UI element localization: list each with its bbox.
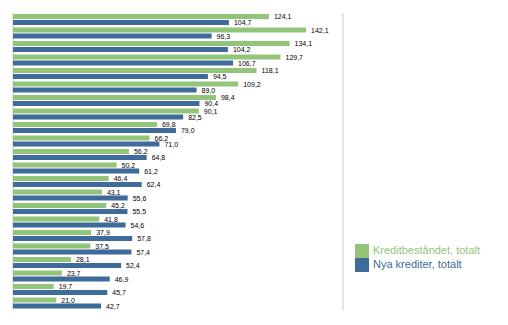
svg-text:45,7: 45,7 [112, 289, 126, 296]
html-text:Nya krediter, totalt: Nya krediter, totalt [373, 257, 462, 270]
svg-text:41,8: 41,8 [104, 216, 118, 223]
svg-text:69,8: 69,8 [162, 121, 176, 128]
svg-text:109,2: 109,2 [243, 81, 261, 88]
svg-text:89,0: 89,0 [202, 87, 216, 94]
svg-text:19,7: 19,7 [59, 283, 73, 290]
svg-text:28,1: 28,1 [76, 256, 90, 263]
svg-text:42,7: 42,7 [106, 303, 120, 310]
svg-text:61,2: 61,2 [144, 168, 158, 175]
svg-text:46,4: 46,4 [114, 175, 128, 182]
svg-text:106,7: 106,7 [238, 60, 256, 67]
svg-text:118,1: 118,1 [262, 67, 279, 74]
svg-text:43,1: 43,1 [107, 189, 121, 196]
svg-text:54,6: 54,6 [131, 222, 145, 229]
svg-text:90,1: 90,1 [204, 108, 218, 115]
svg-text:82,5: 82,5 [188, 114, 202, 121]
svg-text:52,4: 52,4 [126, 262, 140, 269]
svg-text:55,6: 55,6 [133, 195, 147, 202]
svg-text:129,7: 129,7 [285, 54, 303, 61]
svg-text:79,0: 79,0 [181, 127, 195, 134]
svg-text:45,2: 45,2 [111, 202, 125, 209]
svg-text:98,4: 98,4 [221, 94, 235, 101]
svg-text:62,4: 62,4 [147, 181, 161, 188]
svg-text:90,4: 90,4 [204, 100, 218, 107]
svg-text:104,7: 104,7 [234, 19, 252, 26]
svg-text:46,9: 46,9 [115, 276, 129, 283]
svg-text:64,8: 64,8 [152, 154, 166, 161]
svg-text:21,0: 21,0 [61, 297, 75, 304]
svg-text:37,5: 37,5 [95, 243, 109, 250]
svg-text:66,2: 66,2 [154, 134, 169, 142]
html-text:Kreditbeståndet, totalt: Kreditbeståndet, totalt [373, 243, 480, 256]
svg-text:71,0: 71,0 [164, 141, 178, 148]
svg-text:23,7: 23,7 [67, 270, 81, 277]
svg-text:37,9: 37,9 [96, 229, 110, 236]
svg-text:57,8: 57,8 [137, 235, 151, 242]
svg-text:94,5: 94,5 [213, 73, 227, 80]
svg-text:96,3: 96,3 [217, 33, 231, 40]
svg-text:124,1: 124,1 [274, 13, 292, 20]
svg-text:55,5: 55,5 [132, 208, 146, 215]
svg-text:57,4: 57,4 [136, 249, 150, 256]
svg-text:134,1: 134,1 [295, 40, 313, 47]
svg-text:50,2: 50,2 [122, 162, 136, 169]
svg-text:104,2: 104,2 [233, 46, 251, 53]
svg-text:142,1: 142,1 [311, 27, 329, 34]
svg-text:56,2: 56,2 [134, 148, 148, 155]
